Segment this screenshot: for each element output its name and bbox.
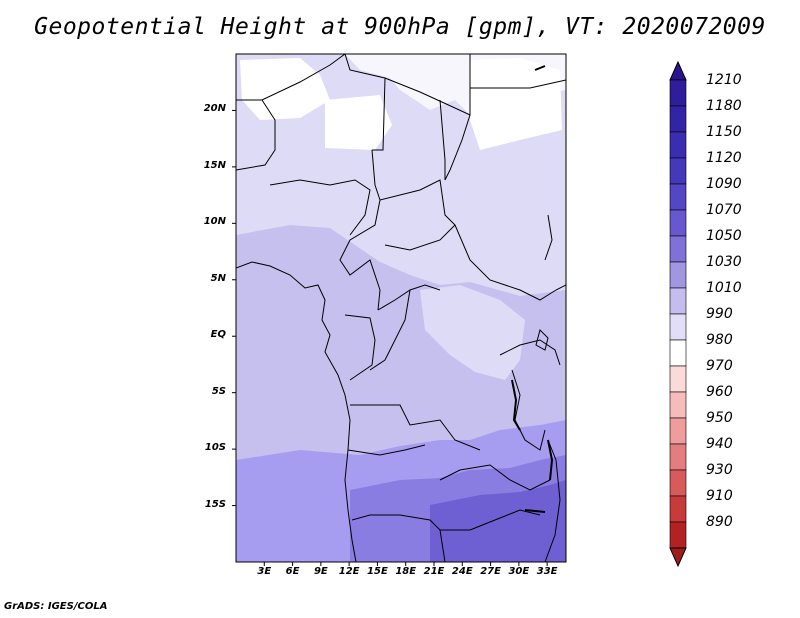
colorbar-swatch (669, 183, 687, 211)
colorbar-swatch (669, 79, 687, 107)
field-band-1090 (430, 480, 566, 562)
lon-tick-label: 15E (367, 566, 388, 577)
lon-tick-label: 30E (508, 566, 530, 577)
lon-tick-label: 27E (480, 566, 501, 577)
border-uganda (499, 339, 561, 366)
lat-tick-label: 15S (204, 498, 226, 510)
height-field (236, 54, 566, 562)
lon-tick-label: 21E (423, 566, 445, 577)
colorbar-label: 890 (706, 514, 733, 530)
border-sudan-chad (439, 99, 446, 180)
colorbar-label: 960 (706, 384, 733, 400)
map-frame (235, 53, 567, 563)
lat-tick-label: 10N (203, 216, 226, 228)
colorbar-swatch (669, 469, 687, 497)
border-chad-car (379, 179, 456, 251)
border-mali (236, 99, 276, 171)
colorbar-label: 910 (706, 488, 733, 504)
lat-tick-label: 20N (203, 103, 226, 115)
border-egypt-sudan (470, 79, 566, 89)
colorbar-top-arrow (669, 60, 687, 81)
colorbar-swatch (669, 495, 687, 523)
lon-tick-label: 12E (338, 566, 360, 577)
border-nigeria-niger (269, 179, 371, 236)
colorbar-swatch (669, 313, 687, 341)
colorbar-swatch (669, 339, 687, 367)
colorbar-swatch (669, 365, 687, 393)
colorbar-bottom-arrow (669, 547, 687, 568)
colorbar-swatch (669, 105, 687, 133)
lake-nasser (534, 65, 546, 71)
colorbar-label: 1030 (706, 254, 742, 270)
chart-title: Geopotential Height at 900hPa [gpm], VT:… (34, 14, 766, 40)
colorbar-swatch (669, 391, 687, 419)
lon-tick-label: 33E (536, 566, 558, 577)
border-chad-niger (372, 77, 386, 151)
lake-kariba (524, 509, 546, 513)
lon-tick-label: 3E (257, 566, 272, 577)
colorbar-label: 940 (706, 436, 733, 452)
colorbar-swatch (669, 261, 687, 289)
field-congo-basin-low (420, 285, 525, 380)
colorbar-swatch (669, 443, 687, 471)
colorbar-swatch (669, 521, 687, 549)
colorbar-label: 1050 (706, 228, 742, 244)
colorbar-label: 970 (706, 358, 733, 374)
colorbar-label: 1150 (706, 124, 742, 140)
border-namibia (351, 514, 470, 531)
border-car-sudan (454, 224, 566, 301)
colorbar-swatch (669, 131, 687, 159)
lat-tick-label: 15N (203, 159, 226, 171)
axis-ticks (232, 109, 548, 566)
colorbar-swatch (669, 157, 687, 185)
colorbar-label: 1180 (706, 98, 742, 114)
border-chad-cameroon (339, 149, 381, 311)
border-ethiopia (544, 214, 553, 261)
lat-tick-label: 5N (210, 272, 226, 284)
border-north-1 (236, 54, 346, 101)
border-angola-drc (350, 404, 481, 451)
border-zambia (439, 464, 551, 491)
border-gabon (344, 314, 376, 381)
border-sudan-west (444, 114, 471, 181)
colorbar-label: 950 (706, 410, 733, 426)
lat-tick-label: EQ (210, 329, 226, 341)
colorbar (669, 60, 687, 568)
country-borders (236, 54, 566, 562)
colorbar-label: 1210 (706, 72, 742, 88)
border-congo-drc (369, 289, 411, 371)
lon-tick-label: 24E (451, 566, 473, 577)
coastline-west (236, 261, 357, 562)
border-mozambique (544, 439, 561, 562)
colorbar-label: 1010 (706, 280, 742, 296)
colorbar-label: 930 (706, 462, 733, 478)
lat-tick-label: 5S (211, 385, 226, 397)
colorbar-label: 980 (706, 332, 733, 348)
field-white-central (325, 95, 392, 150)
colorbar-swatch (669, 417, 687, 445)
colorbar-swatch (669, 209, 687, 237)
lake-tanganyika (511, 379, 521, 431)
credit-text: GrADS: IGES/COLA (4, 601, 108, 612)
lon-tick-label: 9E (313, 566, 328, 577)
colorbar-label: 1120 (706, 150, 742, 166)
colorbar-swatch (669, 287, 687, 315)
border-botswana (439, 529, 446, 562)
colorbar-label: 1070 (706, 202, 742, 218)
lon-tick-label: 6E (285, 566, 300, 577)
lake-malawi (547, 439, 554, 481)
lake-victoria (535, 329, 549, 351)
colorbar-label: 1090 (706, 176, 742, 192)
colorbar-swatch (669, 235, 687, 263)
lon-tick-label: 18E (395, 566, 417, 577)
lat-tick-label: 10S (204, 442, 226, 454)
field-white-east (470, 58, 562, 150)
border-zimbabwe (469, 509, 541, 531)
border-angola-south (347, 444, 426, 456)
colorbar-label: 990 (706, 306, 733, 322)
